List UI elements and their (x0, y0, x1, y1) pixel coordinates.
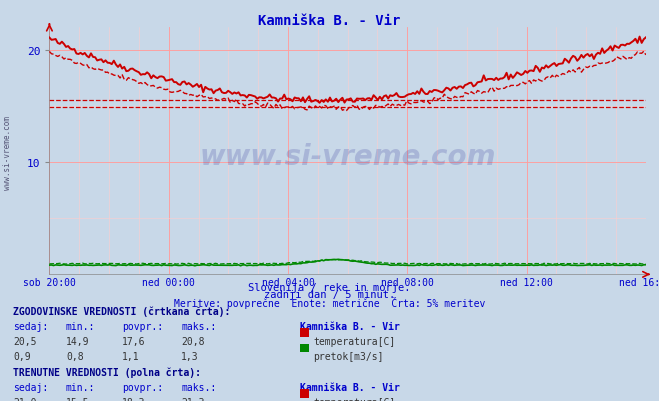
Text: Kamniška B. - Vir: Kamniška B. - Vir (300, 382, 400, 392)
Text: temperatura[C]: temperatura[C] (313, 336, 395, 346)
Text: 17,6: 17,6 (122, 336, 146, 346)
Text: maks.:: maks.: (181, 321, 216, 331)
Text: ned 00:00: ned 00:00 (142, 277, 195, 288)
Text: povpr.:: povpr.: (122, 382, 163, 392)
Text: 0,8: 0,8 (66, 351, 84, 361)
Text: ned 12:00: ned 12:00 (500, 277, 553, 288)
Text: Slovenija / reke in morje.: Slovenija / reke in morje. (248, 283, 411, 293)
Text: ned 16:00: ned 16:00 (619, 277, 659, 288)
Text: 21,0: 21,0 (13, 397, 37, 401)
Text: Kamniška B. - Vir: Kamniška B. - Vir (258, 14, 401, 28)
Text: 15,5: 15,5 (66, 397, 90, 401)
Text: 0,9: 0,9 (13, 351, 31, 361)
Text: pretok[m3/s]: pretok[m3/s] (313, 351, 384, 361)
Text: sedaj:: sedaj: (13, 321, 48, 331)
Text: TRENUTNE VREDNOSTI (polna črta):: TRENUTNE VREDNOSTI (polna črta): (13, 367, 201, 377)
Text: sedaj:: sedaj: (13, 382, 48, 392)
Text: 20,5: 20,5 (13, 336, 37, 346)
Text: zadnji dan / 5 minut.: zadnji dan / 5 minut. (264, 290, 395, 300)
Text: sob 20:00: sob 20:00 (23, 277, 76, 288)
Text: temperatura[C]: temperatura[C] (313, 397, 395, 401)
Text: Kamniška B. - Vir: Kamniška B. - Vir (300, 321, 400, 331)
Text: 21,3: 21,3 (181, 397, 205, 401)
Text: www.si-vreme.com: www.si-vreme.com (3, 115, 13, 189)
Text: ned 04:00: ned 04:00 (262, 277, 314, 288)
Text: Meritve: povprečne  Enote: metrične  Črta: 5% meritev: Meritve: povprečne Enote: metrične Črta:… (174, 296, 485, 308)
Text: 18,3: 18,3 (122, 397, 146, 401)
Text: ZGODOVINSKE VREDNOSTI (črtkana črta):: ZGODOVINSKE VREDNOSTI (črtkana črta): (13, 306, 231, 316)
Text: 1,3: 1,3 (181, 351, 199, 361)
Text: min.:: min.: (66, 321, 96, 331)
Text: 20,8: 20,8 (181, 336, 205, 346)
Text: min.:: min.: (66, 382, 96, 392)
Text: maks.:: maks.: (181, 382, 216, 392)
Text: www.si-vreme.com: www.si-vreme.com (200, 142, 496, 170)
Text: 1,1: 1,1 (122, 351, 140, 361)
Text: ned 08:00: ned 08:00 (381, 277, 434, 288)
Text: povpr.:: povpr.: (122, 321, 163, 331)
Text: 14,9: 14,9 (66, 336, 90, 346)
